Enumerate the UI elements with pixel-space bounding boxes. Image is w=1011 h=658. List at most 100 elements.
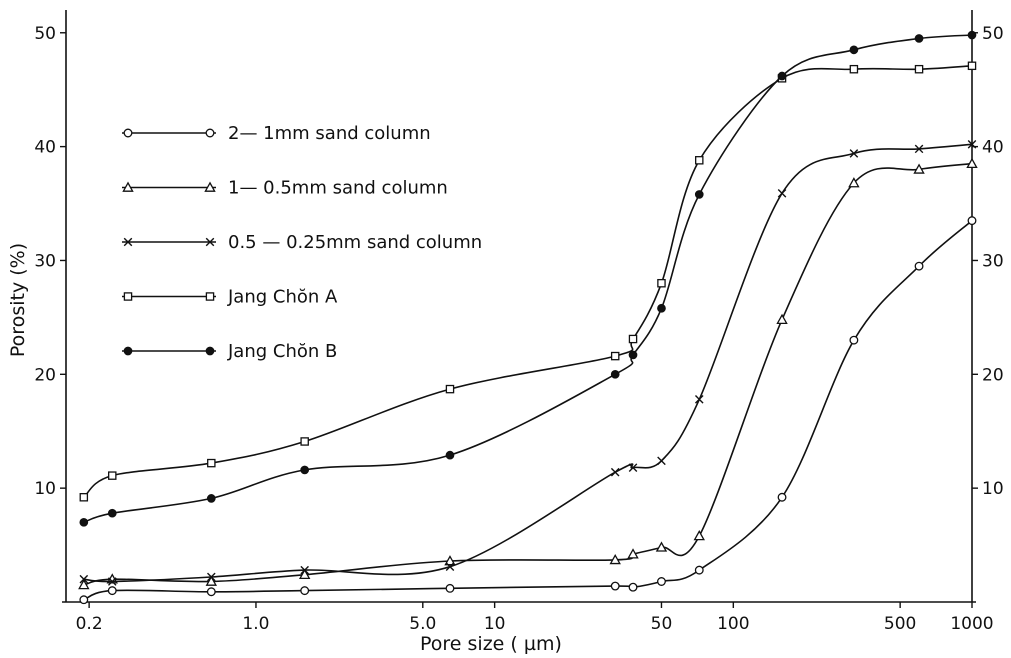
data-point [79,493,89,502]
data-point [693,530,705,541]
y-tick-label-right: 30 [982,251,1004,271]
cross-stroke [300,565,309,575]
data-point [657,456,666,466]
legend-marker [205,128,215,138]
data-point [445,583,455,593]
data-point [205,575,218,586]
y-tick-label-right: 20 [982,365,1004,385]
data-point [655,541,668,552]
cross-stroke [694,395,704,404]
data-point [298,568,311,580]
data-point [300,437,309,446]
legend-label: 0.5 — 0.25mm sand column [228,232,482,253]
data-point [206,587,216,597]
data-point [627,548,639,559]
data-point [445,562,455,572]
cross-stroke [79,574,89,584]
data-point [695,156,704,165]
data-point [966,157,978,169]
data-point [610,369,620,379]
cross-stroke [777,188,787,198]
series-line [83,162,973,586]
data-point [694,565,704,575]
legend-item: Jang Chŏn B [122,341,337,362]
data-point [107,577,117,586]
data-point [609,553,621,565]
series-group [78,30,978,605]
data-point [914,34,924,43]
data-point [657,577,666,586]
legend-item: 2— 1mm sand column [122,123,431,144]
x-tick-label: 500 [884,614,916,634]
data-point [848,177,860,188]
x-tick-label: 5.0 [409,614,436,634]
series-line [83,143,973,583]
cross-stroke [107,577,117,586]
data-point [914,64,924,74]
series-line [83,65,973,498]
legend-marker [205,292,215,301]
data-point [300,465,310,475]
legend-label: Jang Chŏn B [227,341,337,362]
data-point [914,261,924,271]
data-point [967,30,977,40]
data-point [694,190,704,199]
data-point [108,471,117,480]
cross-stroke [123,237,133,247]
data-point [610,467,620,477]
cross-stroke [849,149,859,158]
data-point [79,517,89,527]
data-point [78,578,90,590]
data-point [610,581,620,591]
legend-item: 1— 0.5mm sand column [122,178,448,199]
series-1 [79,216,977,605]
x-tick-label: 100 [717,614,749,634]
y-axis-title: Porosity (%) [7,243,29,357]
x-axis-title: Pore size ( µm) [420,633,562,655]
data-point [777,492,787,502]
data-point [777,188,787,198]
axes [62,10,976,603]
data-point [628,334,638,344]
data-point [610,351,620,361]
data-point [777,71,787,81]
data-point [967,216,977,226]
legend: 2— 1mm sand column 1— 0.5mm sand column 0.… [122,123,482,362]
data-point [849,335,859,345]
series-3 [79,140,977,586]
data-point [107,586,117,596]
cross-stroke [967,140,977,149]
ticks: 0.2 1.0 5.0 10 50 100 500 1000 10 20 30 40 50 10 20 30 4… [34,24,1003,634]
data-point [628,350,638,360]
legend-label: 1— 0.5mm sand column [228,178,448,199]
data-point [967,61,977,71]
data-point [300,586,310,596]
series-line [83,219,973,601]
data-point [207,572,216,582]
series-4 [79,61,977,502]
series-line [83,34,973,524]
legend-item: 0.5 — 0.25mm sand column [122,232,482,253]
data-point [913,163,925,174]
data-point [657,278,666,288]
cross-stroke [205,237,215,247]
data-point [628,582,638,592]
cross-stroke [207,572,216,582]
data-point [657,303,666,313]
legend-item: Jang Chŏn A [122,287,338,308]
data-point [206,494,216,503]
y-tick-label-right: 40 [982,138,1004,158]
x-tick-label: 50 [651,614,673,634]
series-2 [78,157,978,590]
series-5 [79,30,977,527]
x-tick-label: 1000 [950,614,993,634]
cross-stroke [610,467,620,477]
legend-marker [205,237,215,247]
y-tick-label-right: 50 [982,24,1004,44]
data-point [445,450,455,460]
x-tick-label: 10 [484,614,506,634]
x-tick-label: 0.2 [76,614,103,634]
data-point [628,463,638,472]
legend-marker [123,346,133,356]
